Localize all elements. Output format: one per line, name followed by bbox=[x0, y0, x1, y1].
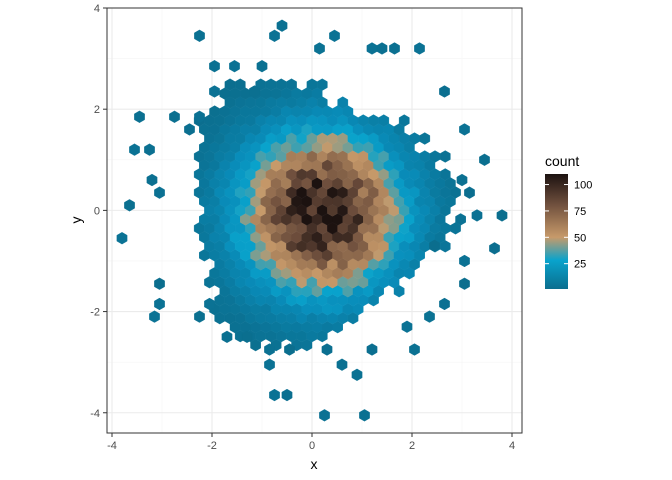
hex-cell bbox=[376, 42, 388, 55]
hex-cell bbox=[314, 42, 325, 55]
hex-cell bbox=[124, 199, 135, 212]
hex-cell bbox=[439, 85, 450, 98]
legend-ticks: 25 50 75 100 bbox=[545, 180, 592, 271]
hex-cell bbox=[204, 297, 215, 311]
hex-cell bbox=[194, 29, 205, 42]
axes: -4 -2 0 2 4 -4 -2 0 2 4 bbox=[90, 3, 515, 452]
legend-break-label: 50 bbox=[574, 232, 586, 244]
hex-cell bbox=[249, 85, 260, 98]
hex-cell bbox=[256, 60, 268, 73]
y-axis-title: y bbox=[68, 217, 84, 224]
hex-cell bbox=[471, 209, 483, 222]
hex-cell bbox=[459, 254, 470, 268]
hex-cell bbox=[419, 132, 431, 145]
hex-cell bbox=[241, 330, 253, 344]
x-tick-label: 0 bbox=[309, 440, 315, 452]
legend-break-label: 75 bbox=[574, 206, 586, 218]
hex-cell bbox=[455, 213, 466, 226]
hex-cell bbox=[398, 114, 410, 127]
legend-break-label: 100 bbox=[574, 180, 592, 192]
hex-cell bbox=[409, 343, 420, 356]
hex-cell bbox=[281, 388, 293, 402]
hex-cell bbox=[336, 358, 348, 371]
hex-cell bbox=[439, 150, 451, 163]
hex-cell bbox=[134, 110, 145, 123]
hex-cell bbox=[459, 123, 470, 136]
hex-cell bbox=[429, 239, 440, 252]
x-tick-label: 2 bbox=[409, 440, 415, 452]
hex-cell bbox=[194, 310, 205, 323]
hex-cell bbox=[229, 60, 240, 73]
hex-cell bbox=[439, 297, 450, 311]
hex-cell bbox=[184, 123, 195, 136]
hex-cell bbox=[414, 42, 425, 55]
hex-cell bbox=[456, 173, 468, 187]
hex-cell bbox=[366, 343, 378, 356]
hex-cell bbox=[116, 232, 128, 245]
hex-cell bbox=[209, 60, 220, 73]
x-tick-label: -2 bbox=[207, 440, 217, 452]
hex-cell bbox=[129, 143, 140, 156]
hex-cell bbox=[489, 242, 500, 255]
hex-cell bbox=[269, 388, 280, 402]
y-tick-label: -2 bbox=[90, 307, 100, 319]
y-tick-label: 0 bbox=[94, 205, 100, 217]
hex-cell bbox=[337, 96, 349, 109]
hex-cell bbox=[459, 277, 470, 290]
hex-cell bbox=[146, 173, 158, 187]
hex-cell bbox=[319, 409, 330, 422]
hex-cell bbox=[284, 343, 295, 356]
y-tick-label: 4 bbox=[94, 3, 100, 15]
hex-cell bbox=[401, 320, 413, 333]
hex-cell bbox=[264, 343, 275, 356]
hex-cell bbox=[351, 368, 363, 381]
hex-cell bbox=[194, 110, 205, 123]
hex-cell bbox=[144, 143, 155, 156]
hex-cell bbox=[378, 114, 390, 127]
x-axis-title: x bbox=[311, 456, 318, 472]
hex-cell bbox=[389, 42, 400, 55]
hex-cell bbox=[154, 297, 165, 311]
hex-cell bbox=[276, 19, 288, 32]
hex-cell bbox=[149, 310, 160, 323]
hex-cell bbox=[321, 343, 333, 356]
hex-cell bbox=[269, 29, 280, 42]
hex-cell bbox=[329, 29, 340, 42]
x-tick-label: -4 bbox=[107, 440, 117, 452]
hex-cell bbox=[264, 358, 275, 371]
legend-title: count bbox=[545, 153, 579, 169]
panel-border bbox=[106, 7, 523, 434]
hex-cell bbox=[424, 310, 435, 323]
hex-cells bbox=[116, 19, 508, 422]
hex-cell bbox=[359, 409, 370, 422]
hex-cell bbox=[316, 78, 328, 91]
hex-cell bbox=[286, 78, 297, 91]
x-tick-label: 4 bbox=[509, 440, 515, 452]
y-tick-label: -4 bbox=[90, 408, 100, 420]
hex-cell bbox=[496, 209, 508, 222]
hex-cell bbox=[154, 186, 165, 199]
hex-cell bbox=[221, 330, 233, 344]
hex-cell bbox=[154, 277, 165, 290]
hex-cell bbox=[439, 168, 451, 181]
hex-cell bbox=[209, 85, 220, 98]
y-tick-label: 2 bbox=[94, 104, 100, 116]
legend-break-label: 25 bbox=[574, 259, 586, 271]
color-legend: count 25 50 75 100 bbox=[545, 153, 592, 289]
hex-cell bbox=[464, 186, 475, 199]
hex-cell bbox=[169, 110, 180, 123]
legend-colorbar bbox=[545, 174, 568, 289]
hex-cell bbox=[234, 78, 246, 91]
hex-cell bbox=[479, 153, 490, 166]
